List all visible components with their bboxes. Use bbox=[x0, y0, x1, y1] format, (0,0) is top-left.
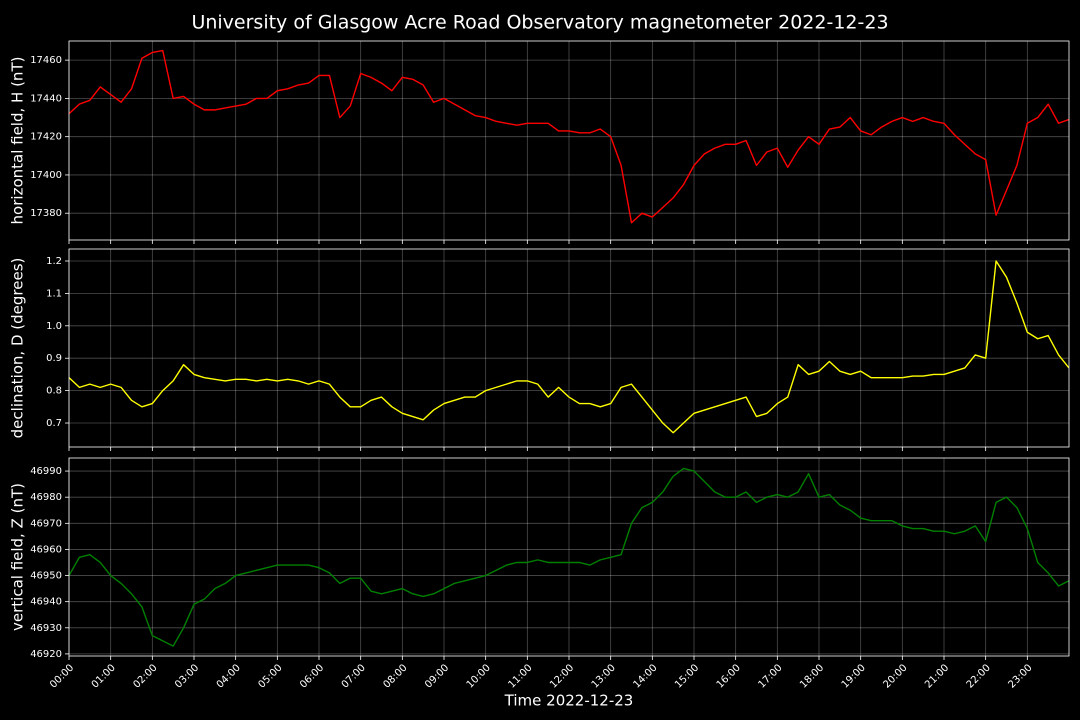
y-tick-label: 17420 bbox=[30, 132, 62, 143]
y-tick-label: 1.1 bbox=[46, 288, 62, 299]
y-tick-label: 46930 bbox=[30, 623, 62, 634]
y-tick-label: 46970 bbox=[30, 518, 62, 529]
y-tick-label: 17380 bbox=[30, 208, 62, 219]
data-line bbox=[69, 467, 1069, 647]
y-tick-label: 46990 bbox=[30, 466, 62, 477]
y-tick-label: 46940 bbox=[30, 597, 62, 608]
y-axis-label: horizontal field, H (nT) bbox=[9, 57, 27, 225]
y-tick-label: 1.2 bbox=[46, 256, 62, 267]
y-tick-label: 17460 bbox=[30, 55, 62, 66]
y-tick-label: 0.7 bbox=[46, 418, 62, 429]
y-tick-label: 17440 bbox=[30, 93, 62, 104]
y-tick-label: 46950 bbox=[30, 571, 62, 582]
plot-frame bbox=[68, 40, 1070, 241]
y-tick-label: 0.9 bbox=[46, 353, 62, 364]
chart-title: University of Glasgow Acre Road Observat… bbox=[191, 12, 888, 34]
y-axis-label: declination, D (degrees) bbox=[9, 258, 27, 439]
plot-frame bbox=[68, 457, 1070, 657]
plot-frame bbox=[68, 248, 1070, 448]
y-tick-label: 46960 bbox=[30, 544, 62, 555]
y-tick-label: 46920 bbox=[30, 649, 62, 660]
y-axis-label: vertical field, Z (nT) bbox=[9, 483, 27, 631]
data-line bbox=[69, 260, 1069, 434]
x-axis-label: Time 2022-12-23 bbox=[504, 692, 634, 710]
y-tick-label: 46980 bbox=[30, 492, 62, 503]
y-tick-label: 17400 bbox=[30, 170, 62, 181]
data-line bbox=[69, 49, 1069, 224]
y-tick-label: 0.8 bbox=[46, 386, 62, 397]
y-tick-label: 1.0 bbox=[46, 321, 62, 332]
